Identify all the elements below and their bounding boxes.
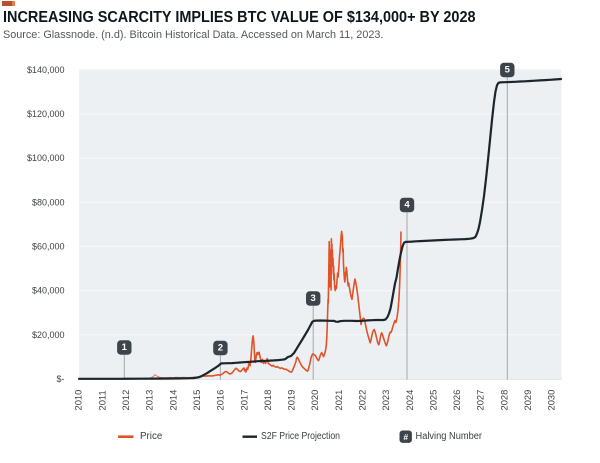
- svg-text:2024: 2024: [404, 390, 415, 411]
- svg-text:2028: 2028: [498, 390, 509, 411]
- svg-text:5: 5: [505, 65, 511, 76]
- svg-text:$140,000: $140,000: [27, 65, 65, 75]
- svg-text:2025: 2025: [427, 390, 438, 411]
- svg-text:2019: 2019: [286, 390, 297, 411]
- svg-text:$80,000: $80,000: [32, 197, 65, 207]
- svg-text:2029: 2029: [522, 390, 533, 411]
- svg-text:#: #: [403, 432, 408, 442]
- svg-text:2012: 2012: [120, 390, 131, 411]
- svg-text:Halving Number: Halving Number: [416, 431, 483, 442]
- svg-text:2023: 2023: [380, 390, 391, 411]
- svg-text:2020: 2020: [309, 390, 320, 411]
- svg-text:2030: 2030: [546, 390, 557, 411]
- svg-text:2021: 2021: [333, 390, 344, 411]
- svg-text:2: 2: [218, 343, 223, 354]
- svg-text:1: 1: [122, 342, 128, 353]
- svg-text:2026: 2026: [451, 390, 462, 411]
- svg-text:S2F Price Projection: S2F Price Projection: [261, 431, 340, 442]
- svg-text:2027: 2027: [475, 390, 486, 411]
- svg-text:2010: 2010: [73, 390, 84, 411]
- svg-text:2011: 2011: [96, 390, 107, 410]
- svg-text:2017: 2017: [238, 390, 249, 411]
- svg-text:$100,000: $100,000: [27, 153, 65, 163]
- svg-text:2016: 2016: [215, 390, 226, 411]
- svg-text:2015: 2015: [191, 390, 202, 411]
- svg-text:4: 4: [404, 200, 410, 211]
- svg-text:2013: 2013: [144, 390, 155, 411]
- svg-text:Price: Price: [140, 431, 163, 442]
- svg-text:$60,000: $60,000: [32, 241, 65, 251]
- svg-text:2022: 2022: [357, 390, 368, 411]
- svg-text:2018: 2018: [262, 390, 273, 411]
- svg-text:$-: $-: [56, 374, 64, 384]
- svg-text:3: 3: [311, 293, 316, 304]
- svg-text:$120,000: $120,000: [27, 109, 65, 119]
- svg-text:$40,000: $40,000: [32, 286, 65, 296]
- svg-text:$20,000: $20,000: [32, 330, 65, 340]
- svg-text:2014: 2014: [167, 390, 178, 411]
